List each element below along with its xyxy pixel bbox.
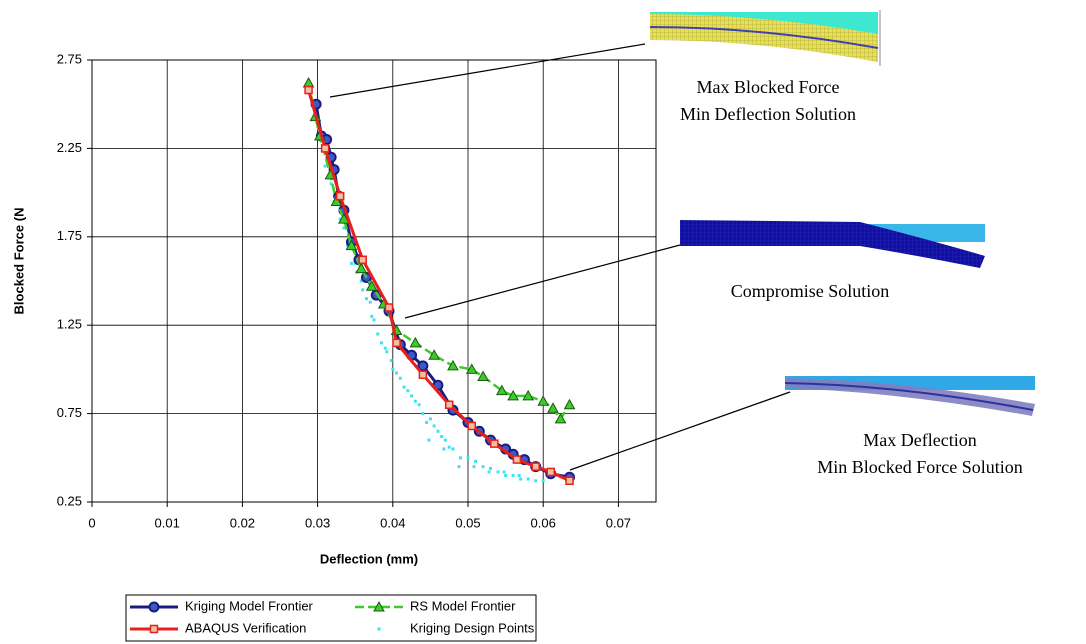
chart: 0 0.01 0.02 0.03 0.04 0.05 0.06 0.07 0.25 0.75 1.2… xyxy=(0,0,1086,644)
beam-image-1 xyxy=(650,10,880,66)
marker xyxy=(527,478,530,481)
marker xyxy=(380,341,383,344)
x-tick-label: 0.07 xyxy=(606,515,631,530)
legend-label: Kriging Design Points xyxy=(410,620,535,635)
marker xyxy=(491,440,498,447)
marker xyxy=(440,435,443,438)
marker xyxy=(442,447,445,450)
marker xyxy=(376,333,379,336)
marker xyxy=(421,412,424,415)
marker xyxy=(444,439,447,442)
marker xyxy=(451,447,454,450)
marker xyxy=(503,470,506,473)
annotation-text: Max Deflection xyxy=(863,430,976,450)
marker xyxy=(322,145,329,152)
marker xyxy=(403,386,406,389)
y-tick-label: 0.25 xyxy=(57,493,82,508)
marker xyxy=(391,368,394,371)
x-tick-label: 0.05 xyxy=(455,515,480,530)
marker xyxy=(433,424,436,427)
annotation-text: Max Blocked Force xyxy=(697,77,840,97)
marker xyxy=(425,421,428,424)
legend-marker xyxy=(378,628,381,631)
marker xyxy=(324,165,327,168)
marker xyxy=(482,465,485,468)
beam-image-2 xyxy=(680,220,985,268)
marker xyxy=(436,430,439,433)
marker xyxy=(406,389,409,392)
marker xyxy=(459,456,462,459)
x-tick-label: 0.06 xyxy=(531,515,556,530)
annotation-text: Compromise Solution xyxy=(731,281,890,301)
marker xyxy=(337,193,344,200)
marker xyxy=(361,288,364,291)
marker xyxy=(473,465,476,468)
marker xyxy=(429,417,432,420)
y-tick-label: 1.25 xyxy=(57,317,82,332)
y-tick-label: 1.75 xyxy=(57,228,82,243)
marker xyxy=(390,359,393,362)
marker xyxy=(359,256,366,263)
y-axis-label: Blocked Force (N xyxy=(11,208,26,315)
marker xyxy=(414,400,417,403)
annotation-text: Min Deflection Solution xyxy=(680,104,856,124)
x-axis-label: Deflection (mm) xyxy=(320,551,418,566)
marker xyxy=(547,468,554,475)
marker xyxy=(370,315,373,318)
legend-marker xyxy=(150,603,159,612)
marker xyxy=(518,474,521,477)
marker xyxy=(373,318,376,321)
marker xyxy=(384,347,387,350)
marker xyxy=(448,446,451,449)
marker xyxy=(457,465,460,468)
marker xyxy=(519,478,522,481)
legend-label: ABAQUS Verification xyxy=(185,620,306,635)
legend-label: Kriging Model Frontier xyxy=(185,598,314,613)
x-tick-label: 0.02 xyxy=(230,515,255,530)
x-tick-label: 0.01 xyxy=(155,515,180,530)
marker xyxy=(504,474,507,477)
marker xyxy=(410,394,413,397)
marker xyxy=(497,470,500,473)
marker xyxy=(427,439,430,442)
marker xyxy=(393,339,400,346)
marker xyxy=(542,479,545,482)
marker xyxy=(418,403,421,406)
annotation-text: Min Blocked Force Solution xyxy=(817,457,1023,477)
marker xyxy=(369,301,372,304)
marker xyxy=(512,474,515,477)
marker xyxy=(395,371,398,374)
marker xyxy=(534,479,537,482)
x-tick-label: 0.03 xyxy=(305,515,330,530)
marker xyxy=(489,467,492,470)
beam-image-3 xyxy=(785,376,1035,416)
marker xyxy=(385,350,388,353)
marker xyxy=(566,477,573,484)
marker xyxy=(467,456,470,459)
marker xyxy=(532,463,539,470)
y-tick-label: 0.75 xyxy=(57,405,82,420)
marker xyxy=(365,297,368,300)
marker xyxy=(513,456,520,463)
marker xyxy=(305,87,312,94)
y-tick-label: 2.25 xyxy=(57,140,82,155)
y-tick-label: 2.75 xyxy=(57,51,82,66)
x-tick-label: 0.04 xyxy=(380,515,405,530)
marker xyxy=(419,371,426,378)
marker xyxy=(474,460,477,463)
marker xyxy=(468,422,475,429)
x-tick-label: 0 xyxy=(88,515,95,530)
legend-marker xyxy=(151,626,158,633)
marker xyxy=(386,304,393,311)
legend-label: RS Model Frontier xyxy=(410,598,516,613)
marker xyxy=(399,377,402,380)
marker xyxy=(446,401,453,408)
marker xyxy=(488,470,491,473)
marker xyxy=(350,262,353,265)
